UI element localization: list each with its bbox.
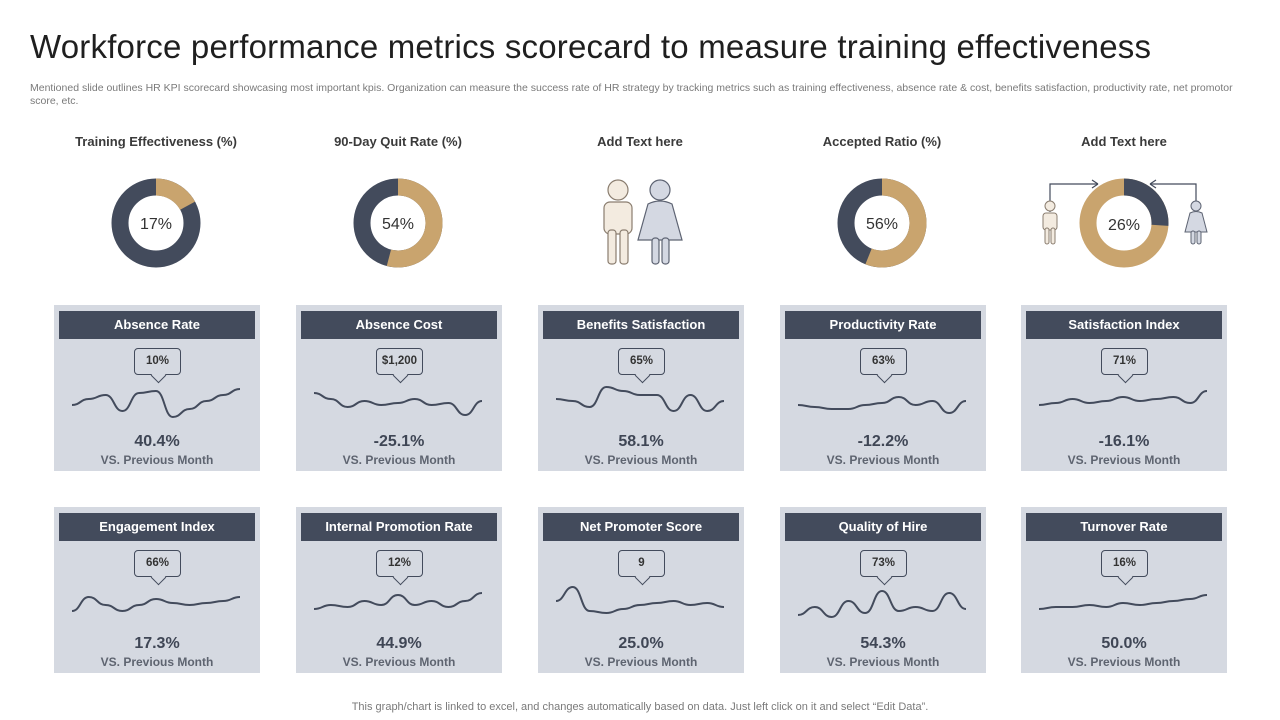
card-callout: 10% [134,348,181,375]
accepted-ratio-value: 56% [866,216,898,233]
card-value: 25.0% [618,635,664,652]
quit-rate-donut[interactable]: 54% [278,168,518,278]
small-female-icon [1184,200,1208,245]
female-person-icon [637,179,683,265]
card-sparkline [71,595,241,613]
card-comparison: VS. Previous Month [1067,655,1181,669]
card-value: 17.3% [134,635,180,652]
training-effectiveness-donut[interactable]: 17% [36,168,276,278]
card-value: -12.2% [857,433,909,450]
card-callout: 66% [134,550,181,577]
quit-rate-panel: 90-Day Quit Rate (%) 54% [278,134,518,284]
card-sparkline [555,385,725,413]
card-callout: 16% [1101,550,1148,577]
card-title: Absence Cost [301,311,497,339]
people-panel-label: Add Text here [597,134,683,149]
gender-ratio-panel: Add Text here 26% [1004,134,1244,284]
people-panel: Add Text here [520,134,760,284]
training-effectiveness-panel: Training Effectiveness (%) 17% [36,134,276,284]
card-engagement-index[interactable]: Engagement Index 66% 17.3% VS. Previous … [54,507,260,673]
card-comparison: VS. Previous Month [100,655,214,669]
card-callout: 9 [618,550,665,577]
card-title: Internal Promotion Rate [301,513,497,541]
card-value: 54.3% [860,635,906,652]
card-comparison: VS. Previous Month [1067,453,1181,467]
card-absence-cost[interactable]: Absence Cost $1,200 -25.1% VS. Previous … [296,305,502,471]
card-title: Absence Rate [59,311,255,339]
card-turnover-rate[interactable]: Turnover Rate 16% 50.0% VS. Previous Mon… [1021,507,1227,673]
training-effectiveness-label: Training Effectiveness (%) [75,134,237,149]
card-sparkline [1038,390,1208,406]
card-comparison: VS. Previous Month [584,453,698,467]
footer-note: This graph/chart is linked to excel, and… [351,701,929,713]
card-comparison: VS. Previous Month [342,655,456,669]
card-sparkline [313,592,483,610]
male-person-icon [603,179,633,265]
card-callout: 71% [1101,348,1148,375]
card-sparkline [797,395,967,415]
card-callout: 63% [860,348,907,375]
card-callout: $1,200 [376,348,423,375]
quit-rate-value: 54% [382,216,414,233]
card-title: Quality of Hire [785,513,981,541]
page-title: Workforce performance metrics scorecard … [30,28,1152,65]
gender-ratio-value: 26% [1108,217,1140,234]
card-satisfaction-index[interactable]: Satisfaction Index 71% -16.1% VS. Previo… [1021,305,1227,471]
gender-ratio-label: Add Text here [1081,134,1167,149]
card-value: -25.1% [373,433,425,450]
card-title: Turnover Rate [1026,513,1222,541]
card-internal-promotion-rate[interactable]: Internal Promotion Rate 12% 44.9% VS. Pr… [296,507,502,673]
card-title: Engagement Index [59,513,255,541]
card-comparison: VS. Previous Month [584,655,698,669]
card-sparkline [1038,594,1208,610]
accepted-ratio-panel: Accepted Ratio (%) 56% [762,134,1002,284]
card-quality-of-hire[interactable]: Quality of Hire 73% 54.3% VS. Previous M… [780,507,986,673]
card-value: 40.4% [134,433,180,450]
card-callout: 65% [618,348,665,375]
card-value: 50.0% [1101,635,1147,652]
card-comparison: VS. Previous Month [100,453,214,467]
card-net-promoter-score[interactable]: Net Promoter Score 9 25.0% VS. Previous … [538,507,744,673]
card-value: 58.1% [618,433,664,450]
card-title: Satisfaction Index [1026,311,1222,339]
card-callout: 73% [860,550,907,577]
card-value: -16.1% [1098,433,1150,450]
card-benefits-satisfaction[interactable]: Benefits Satisfaction 65% 58.1% VS. Prev… [538,305,744,471]
people-illustration [603,179,683,265]
gender-ratio-donut[interactable]: 26% [1004,168,1244,278]
accepted-ratio-label: Accepted Ratio (%) [822,134,942,149]
quit-rate-label: 90-Day Quit Rate (%) [334,134,462,149]
card-comparison: VS. Previous Month [826,655,940,669]
card-comparison: VS. Previous Month [342,453,456,467]
card-sparkline [797,589,967,619]
card-callout: 12% [376,550,423,577]
card-comparison: VS. Previous Month [826,453,940,467]
page-subtitle: Mentioned slide outlines HR KPI scorecar… [30,82,1233,107]
small-male-icon [1042,200,1058,245]
card-title: Net Promoter Score [543,513,739,541]
card-productivity-rate[interactable]: Productivity Rate 63% -12.2% VS. Previou… [780,305,986,471]
training-effectiveness-value: 17% [140,216,172,233]
accepted-ratio-donut[interactable]: 56% [762,168,1002,278]
card-absence-rate[interactable]: Absence Rate 10% 40.4% VS. Previous Mont… [54,305,260,471]
card-title: Benefits Satisfaction [543,311,739,339]
card-sparkline [71,388,241,419]
card-value: 44.9% [376,635,422,652]
card-sparkline [555,585,725,615]
card-title: Productivity Rate [785,311,981,339]
card-sparkline [313,392,483,417]
